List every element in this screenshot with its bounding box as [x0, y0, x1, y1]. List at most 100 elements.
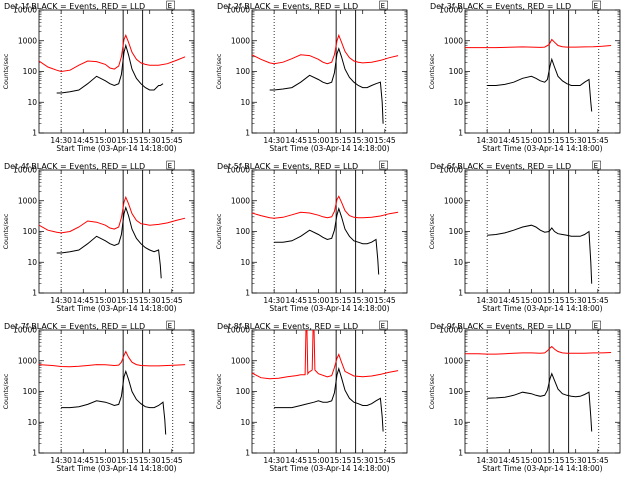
- y-tick-label: 10000: [439, 6, 463, 15]
- y-tick-label: 1000: [444, 196, 463, 205]
- x-tick-label: 15:15: [543, 456, 565, 465]
- event-marker-label: E: [381, 2, 385, 10]
- event-marker-box: [379, 0, 388, 10]
- x-tick-label: 14:30: [50, 136, 72, 145]
- chart-panel-9: Det 9f BLACK = Events, RED = LLD E 1 10 100 1…: [428, 320, 621, 473]
- y-tick-label: 100: [236, 227, 251, 236]
- y-axis-label: Counts/sec: [215, 213, 223, 249]
- x-tick-label: 15:45: [587, 456, 609, 465]
- x-tick-label: 15:30: [139, 136, 161, 145]
- chart-panel-3: Det 3f BLACK = Events, RED = LLD E 1 10 100 1…: [428, 0, 621, 153]
- x-tick-label: 15:00: [521, 296, 543, 305]
- plot-frame: [464, 9, 621, 134]
- event-marker-box: [592, 160, 601, 170]
- y-axis-label: Counts/sec: [2, 53, 10, 89]
- x-tick-label: 15:45: [161, 296, 183, 305]
- x-axis-label: Start Time (03-Apr-14 14:18:00): [482, 304, 602, 313]
- x-tick-label: 14:45: [498, 136, 520, 145]
- y-tick-label: 100: [23, 387, 38, 396]
- plot-frame: [251, 169, 408, 294]
- y-tick-label: 10: [240, 418, 250, 427]
- x-tick-label: 14:30: [263, 136, 285, 145]
- y-tick-label: 1000: [231, 356, 250, 365]
- y-tick-label: 10000: [226, 6, 250, 15]
- lld-series-line: [252, 33, 399, 65]
- event-marker-box: [166, 160, 175, 170]
- x-axis-label: Start Time (03-Apr-14 14:18:00): [482, 144, 602, 153]
- lld-series-line: [252, 330, 399, 380]
- x-tick-label: 15:00: [308, 136, 330, 145]
- x-tick-label: 15:00: [95, 296, 117, 305]
- events-series-line: [487, 57, 593, 112]
- y-tick-label: 10000: [13, 6, 37, 15]
- chart-panel-7: Det 7f BLACK = Events, RED = LLD E 1 10 100 1…: [2, 320, 195, 473]
- x-tick-label: 15:30: [352, 456, 374, 465]
- x-tick-label: 15:00: [95, 456, 117, 465]
- y-tick-label: 1000: [444, 356, 463, 365]
- x-tick-label: 15:30: [565, 136, 587, 145]
- x-tick-label: 14:30: [476, 296, 498, 305]
- x-axis-label: Start Time (03-Apr-14 14:18:00): [269, 144, 389, 153]
- x-tick-label: 15:15: [117, 456, 139, 465]
- chart-panel-8: Det 8f BLACK = Events, RED = LLD E 1 10 100 1…: [215, 320, 408, 473]
- x-tick-label: 14:45: [285, 456, 307, 465]
- x-axis-label: Start Time (03-Apr-14 14:18:00): [482, 464, 602, 473]
- event-marker-label: E: [594, 162, 598, 170]
- lld-series-line: [252, 195, 399, 219]
- x-tick-label: 14:45: [72, 296, 94, 305]
- y-tick-label: 100: [449, 227, 464, 236]
- lld-series-line: [39, 350, 186, 368]
- event-marker-box: [592, 320, 601, 330]
- y-tick-label: 1: [458, 129, 463, 138]
- y-tick-label: 1: [458, 449, 463, 458]
- x-axis-label: Start Time (03-Apr-14 14:18:00): [56, 304, 176, 313]
- x-tick-label: 15:30: [565, 456, 587, 465]
- y-axis-label: Counts/sec: [2, 213, 10, 249]
- y-tick-label: 10000: [13, 326, 37, 335]
- event-marker-box: [379, 160, 388, 170]
- y-tick-label: 1: [245, 449, 250, 458]
- x-tick-label: 14:45: [72, 136, 94, 145]
- chart-panel-5: Det 5f BLACK = Events, RED = LLD E 1 10 100 1…: [215, 160, 408, 313]
- events-series-line: [56, 205, 162, 279]
- y-tick-label: 10000: [226, 326, 250, 335]
- y-tick-label: 10000: [226, 166, 250, 175]
- x-tick-label: 15:00: [95, 136, 117, 145]
- x-tick-label: 15:15: [543, 136, 565, 145]
- x-tick-label: 15:00: [521, 136, 543, 145]
- event-marker-label: E: [168, 322, 172, 330]
- x-tick-label: 14:45: [285, 136, 307, 145]
- chart-title: Det 9f BLACK = Events, RED = LLD: [430, 322, 571, 331]
- y-tick-label: 1000: [18, 356, 37, 365]
- plot-frame: [251, 329, 408, 454]
- x-tick-label: 15:30: [565, 296, 587, 305]
- events-series-line: [269, 47, 384, 124]
- x-tick-label: 14:30: [476, 136, 498, 145]
- y-tick-label: 10: [453, 418, 463, 427]
- y-tick-label: 1: [32, 449, 37, 458]
- lld-series-line: [465, 38, 612, 49]
- x-tick-label: 14:30: [50, 456, 72, 465]
- x-axis-label: Start Time (03-Apr-14 14:18:00): [56, 144, 176, 153]
- x-tick-label: 15:15: [117, 136, 139, 145]
- plot-frame: [251, 9, 408, 134]
- y-axis-label: Counts/sec: [2, 373, 10, 409]
- x-tick-label: 15:00: [308, 296, 330, 305]
- chart-panel-4: Det 4f BLACK = Events, RED = LLD E 1 10 100 1…: [2, 160, 195, 313]
- y-axis-label: Counts/sec: [215, 53, 223, 89]
- y-tick-label: 1000: [231, 36, 250, 45]
- x-tick-label: 15:45: [587, 136, 609, 145]
- y-axis-label: Counts/sec: [428, 373, 436, 409]
- event-marker-label: E: [381, 162, 385, 170]
- y-axis-label: Counts/sec: [428, 53, 436, 89]
- y-tick-label: 10000: [439, 326, 463, 335]
- events-series-line: [56, 43, 164, 94]
- x-tick-label: 15:00: [521, 456, 543, 465]
- y-tick-label: 10: [27, 418, 37, 427]
- x-tick-label: 15:45: [374, 136, 396, 145]
- chart-title: Det 5f BLACK = Events, RED = LLD: [217, 162, 358, 171]
- x-tick-label: 14:45: [285, 296, 307, 305]
- events-series-line: [274, 207, 380, 275]
- plot-frame: [38, 169, 195, 294]
